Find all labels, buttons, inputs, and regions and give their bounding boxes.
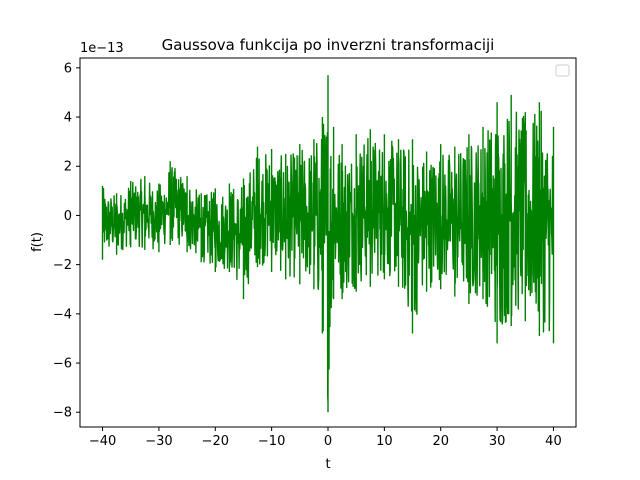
x-tick-label: 30 — [489, 434, 506, 449]
y-offset-text: 1e−13 — [80, 41, 124, 56]
x-tick-label: 40 — [545, 434, 562, 449]
y-axis-label: f(t) — [30, 232, 45, 252]
y-tick-label: 2 — [64, 160, 72, 175]
y-tick-label: 6 — [64, 61, 72, 76]
plot-area — [101, 75, 555, 413]
x-tick-label: −30 — [145, 434, 172, 449]
x-axis-label: t — [325, 457, 330, 472]
x-tick-label: −20 — [202, 434, 229, 449]
legend-box — [555, 64, 570, 77]
y-tick-label: −8 — [53, 406, 72, 421]
y-tick-label: 0 — [64, 209, 72, 224]
x-tick-label: 0 — [324, 434, 332, 449]
y-tick-label: −2 — [53, 258, 72, 273]
series-line — [101, 75, 555, 413]
x-tick-label: −10 — [258, 434, 285, 449]
x-tick-label: 20 — [432, 434, 449, 449]
y-tick-label: −6 — [53, 357, 72, 372]
x-tick-label: 10 — [376, 434, 393, 449]
x-tick-label: −40 — [89, 434, 116, 449]
y-tick-label: 4 — [64, 111, 72, 126]
chart-title: Gaussova funkcija po inverzni transforma… — [162, 36, 495, 54]
y-tick-label: −4 — [53, 307, 72, 322]
